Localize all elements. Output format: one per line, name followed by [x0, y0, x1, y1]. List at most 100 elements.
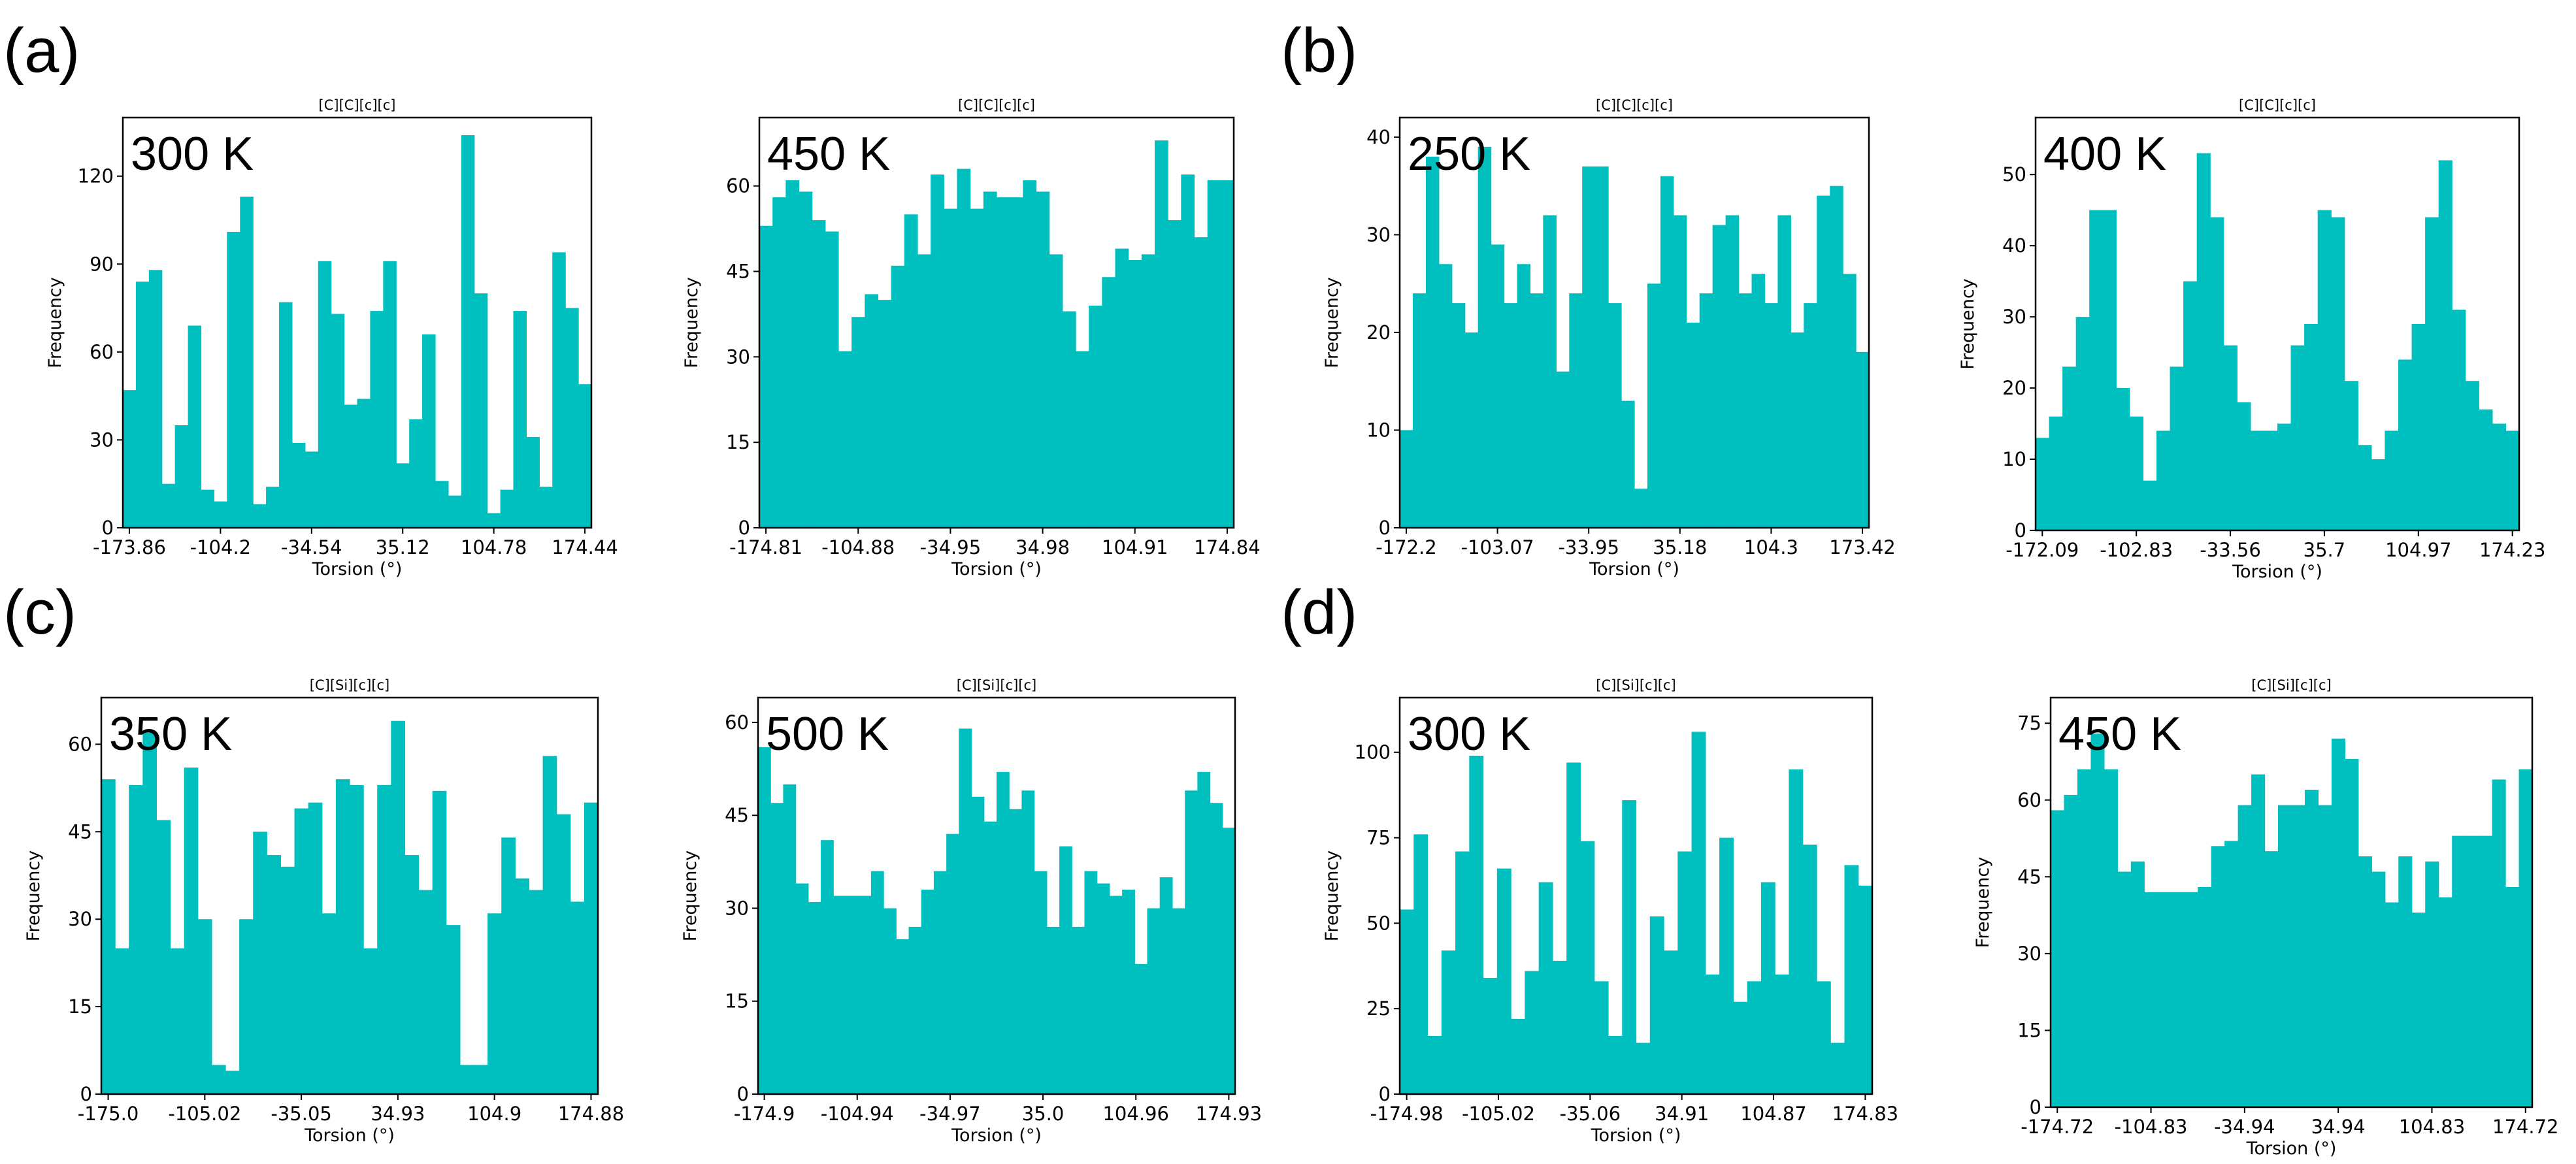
histogram-bar	[363, 948, 378, 1094]
y-tick-label: 45	[725, 804, 749, 826]
histogram-bar	[2144, 892, 2158, 1108]
x-tick-label: 34.94	[2311, 1116, 2366, 1138]
panel-label-b: (b)	[1281, 16, 1357, 86]
histogram-bar	[2398, 359, 2413, 530]
histogram-bar	[188, 325, 202, 528]
histogram-bar	[1413, 834, 1428, 1094]
y-tick-label: 90	[90, 253, 114, 275]
histogram-bar	[1511, 1018, 1525, 1094]
histogram-bar	[904, 214, 918, 528]
histogram-bar	[1830, 186, 1843, 528]
y-tick-label: 0	[2015, 519, 2026, 542]
histogram-bar	[1155, 140, 1168, 528]
histogram-bar	[1733, 1001, 1748, 1094]
histogram-bar	[1691, 732, 1706, 1094]
y-tick-label: 30	[2002, 306, 2026, 328]
y-tick-label: 10	[1366, 419, 1391, 441]
histogram-bar	[1789, 769, 1804, 1094]
histogram-bar	[184, 768, 199, 1094]
histogram-bar	[201, 489, 215, 528]
x-tick-label: 104.9	[467, 1103, 521, 1125]
histogram-bar	[1580, 841, 1595, 1094]
histogram-bar	[142, 732, 157, 1094]
histogram-bar	[933, 871, 947, 1094]
histogram-bar	[115, 948, 129, 1094]
y-tick-label: 20	[1366, 321, 1391, 344]
histogram-bar	[1543, 215, 1557, 528]
x-axis-label: Torsion (°)	[304, 1125, 395, 1146]
histogram-bar	[891, 265, 905, 528]
x-tick-label: -105.02	[168, 1103, 241, 1125]
histogram-bar	[129, 784, 143, 1094]
histogram-bar	[2264, 851, 2279, 1108]
histogram-bar	[1222, 828, 1236, 1094]
histogram-bar	[2318, 805, 2332, 1107]
histogram-bar	[971, 796, 985, 1094]
histogram-bar	[331, 314, 345, 528]
histogram-bar	[1830, 1043, 1845, 1094]
histogram-bar	[405, 855, 420, 1094]
histogram-bar	[578, 384, 592, 528]
x-tick-label: -172.09	[2006, 539, 2079, 561]
histogram-bar	[1649, 916, 1664, 1094]
histogram-bar	[335, 779, 350, 1094]
x-tick-label: -174.98	[1370, 1103, 1444, 1125]
histogram-bar	[917, 254, 931, 528]
chart-title: [C][Si][c][c]	[957, 677, 1036, 693]
histogram-bar	[957, 169, 971, 528]
histogram-bar	[370, 311, 384, 528]
histogram-bar	[878, 300, 892, 528]
y-tick-label: 0	[738, 517, 750, 539]
x-tick-label: -35.06	[1560, 1103, 1621, 1125]
histogram-bar	[1566, 762, 1581, 1094]
histogram-bar	[344, 404, 358, 528]
histogram-bar	[785, 180, 800, 528]
histogram-bar	[487, 513, 501, 528]
histogram-bar	[461, 135, 475, 528]
x-tick-label: 35.12	[376, 536, 430, 558]
histogram-bar	[846, 896, 859, 1094]
histogram-bar	[322, 913, 337, 1094]
x-tick-label: -34.97	[919, 1103, 981, 1125]
histogram-bar	[1122, 890, 1135, 1094]
chart-c-right: [C][Si][c][c] 500 K 0 15 30 45 60 -174.9 -104.94…	[680, 677, 1262, 1146]
histogram-bar	[1134, 963, 1148, 1094]
histogram-bar	[2051, 810, 2065, 1107]
histogram-bar	[1010, 197, 1023, 528]
histogram-bar	[858, 896, 872, 1094]
histogram-bar	[2425, 217, 2439, 530]
histogram-bar	[799, 191, 813, 528]
histogram-bar	[2130, 861, 2145, 1107]
histogram-bar	[2089, 210, 2104, 530]
histogram-bar	[2210, 217, 2224, 530]
chart-d-left: [C][Si][c][c] 300 K 0 25 50 75 100 -174.98 -105.…	[1322, 677, 1898, 1146]
histogram-bar	[2385, 902, 2399, 1107]
histogram-bar	[2505, 886, 2520, 1107]
histogram-bar	[2304, 790, 2319, 1108]
histogram-bar	[825, 231, 839, 528]
histogram-bar	[1844, 865, 1859, 1094]
histogram-bar	[1621, 400, 1635, 528]
histogram-bar	[418, 890, 433, 1094]
histogram-bar	[851, 317, 865, 528]
x-tick-label: 34.93	[371, 1103, 425, 1125]
y-axis-label: Frequency	[1322, 277, 1342, 368]
panel-label-a: (a)	[3, 16, 80, 86]
histogram-bar	[1677, 851, 1693, 1094]
histogram-bar	[1856, 351, 1870, 528]
temperature-annotation: 300 K	[1408, 708, 1530, 760]
plot-frame	[2049, 696, 2534, 1108]
x-tick-label: -174.9	[734, 1103, 795, 1125]
histogram-bar	[770, 803, 784, 1094]
x-tick-label: 174.83	[1832, 1103, 1898, 1125]
histogram-bar	[1556, 371, 1570, 528]
chart-b-right: [C][C][c][c] 400 K 0 10 20 30 40 50 -172.09 -102.…	[1958, 97, 2545, 582]
histogram-bar	[2371, 459, 2386, 530]
histogram-bar	[409, 419, 423, 528]
temperature-annotation: 500 K	[766, 708, 889, 760]
histogram-bar	[500, 489, 514, 528]
histogram-bar	[970, 208, 984, 528]
histogram-bar	[1427, 1036, 1442, 1094]
histogram-bar	[1530, 293, 1544, 528]
x-tick-label: -102.83	[2100, 539, 2173, 561]
